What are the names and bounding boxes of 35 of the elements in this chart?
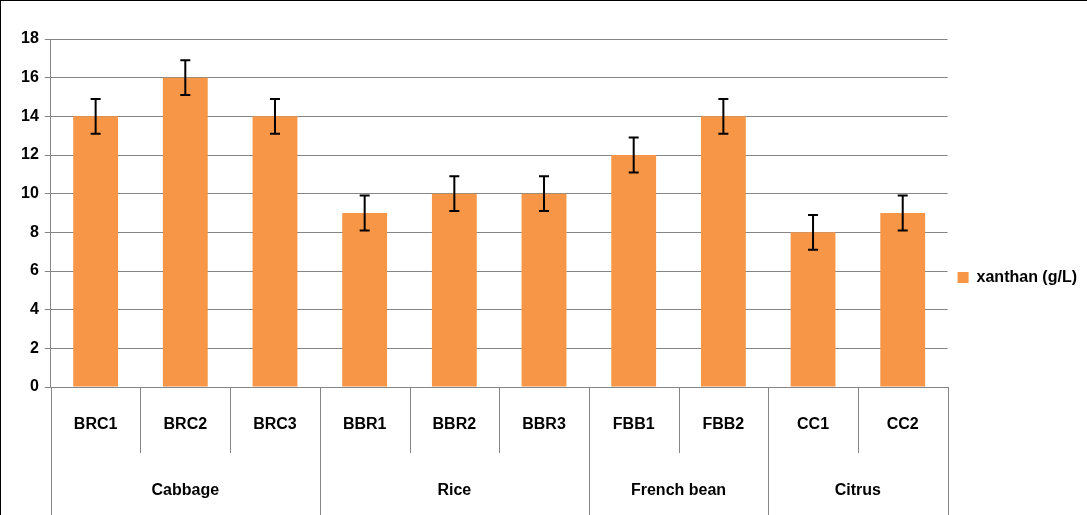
y-tick-label: 8: [29, 222, 39, 240]
text: Rice: [437, 481, 472, 499]
bar: [162, 77, 208, 387]
x-tick-label: BBR3: [522, 415, 566, 433]
y-tick-label: 10: [21, 184, 39, 202]
text: Cabbage: [151, 481, 220, 499]
x-tick-label: BBR2: [432, 415, 477, 433]
bar: [73, 116, 119, 387]
bar: [700, 116, 746, 387]
y-tick-label: 6: [29, 261, 39, 279]
y-tick-label: 4: [29, 300, 39, 318]
bar: [252, 116, 298, 387]
y-tick-label: 16: [21, 68, 39, 86]
x-tick-label: BBR1: [342, 415, 387, 433]
bar: [880, 213, 926, 387]
y-tick-label: 18: [21, 29, 39, 47]
legend-label: xanthan (g/L): [976, 267, 1077, 285]
bar: [431, 193, 477, 387]
y-tick-label: 14: [21, 106, 39, 124]
bar: [342, 213, 388, 387]
x-tick-label: FBB2: [702, 415, 745, 433]
y-tick-label: 12: [21, 145, 39, 163]
text: Citrus: [834, 481, 882, 499]
bar: [521, 193, 567, 387]
bar: [790, 232, 836, 387]
bar: [611, 155, 657, 387]
text: French bean: [630, 481, 727, 499]
x-tick-label: BRC3: [253, 415, 297, 433]
x-tick-label: CC1: [797, 415, 830, 433]
y-tick-label: 0: [29, 377, 39, 395]
x-tick-label: FBB1: [612, 415, 655, 433]
x-tick-label: BRC2: [163, 415, 208, 433]
x-tick-label: CC2: [886, 415, 919, 433]
x-tick-label: BRC1: [73, 415, 118, 433]
y-tick-label: 2: [29, 338, 39, 356]
